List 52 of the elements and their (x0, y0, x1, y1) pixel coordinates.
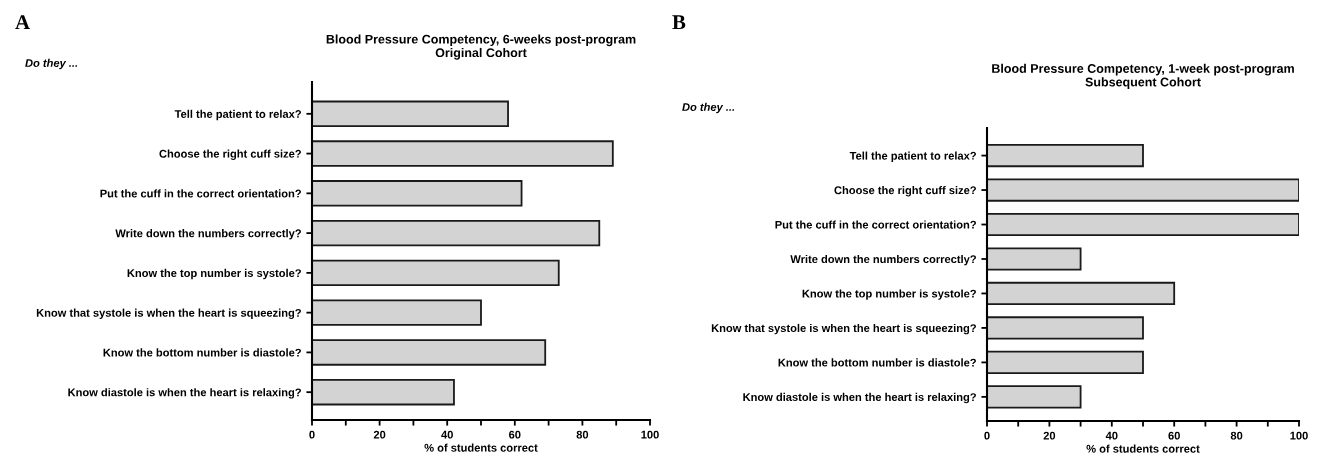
bar (987, 212, 1299, 237)
text: Do they ... (682, 102, 735, 114)
x-axis-title: % of students correct (1086, 444, 1200, 453)
bar (987, 350, 1144, 374)
x-tick-label: 80 (576, 430, 589, 439)
text: B (672, 15, 686, 30)
y-tick-label: Write down the numbers correctly? (790, 254, 976, 266)
y-tick-label: Choose the right cuff size? (159, 149, 301, 160)
bar (987, 247, 1082, 271)
chart-title: Blood Pressure Competency, 1-week post-program Subsequent Cohort (992, 63, 1294, 89)
bar (312, 100, 509, 128)
x-tick-label: 100 (1290, 431, 1308, 440)
y-tick-label: Know that systole is when the heart is squeezing? (711, 323, 976, 335)
x-tick-label: 40 (1105, 431, 1118, 440)
x-tick-label: 60 (1168, 431, 1180, 440)
bar (987, 316, 1144, 340)
text: Do they ... (25, 58, 78, 70)
text: A (15, 15, 30, 30)
y-tick-label: Choose the right cuff size? (834, 186, 976, 197)
x-tick-label: 60 (509, 430, 521, 439)
y-tick-label: Know diastole is when the heart is relaxing? (68, 388, 301, 399)
bar (312, 259, 560, 287)
bar (987, 143, 1144, 168)
chart-title: Blood Pressure Competency, 6-weeks post-program Original Cohort (326, 34, 636, 60)
bar (312, 339, 547, 366)
y-tick-label: Know the bottom number is diastole? (103, 348, 301, 357)
bar (312, 299, 482, 326)
y-tick-label: Know diastole is when the heart is relaxing? (743, 392, 976, 404)
x-tick-label: 0 (984, 431, 990, 440)
bar (987, 385, 1082, 409)
y-tick-label: Know that systole is when the heart is squeezing? (36, 308, 301, 320)
bar (312, 219, 601, 247)
y-tick-label: Write down the numbers correctly? (115, 229, 301, 240)
bar (312, 378, 455, 406)
bar (312, 140, 614, 167)
y-tick-label: Put the cuff in the correct orientation? (100, 189, 301, 198)
bar (312, 180, 523, 207)
bar (987, 178, 1299, 202)
x-tick-label: 20 (373, 430, 386, 439)
y-tick-label: Know the top number is systole? (802, 289, 976, 300)
x-tick-label: 40 (441, 430, 453, 439)
y-tick-label: Know the bottom number is diastole? (778, 358, 976, 367)
x-tick-label: 80 (1230, 431, 1243, 440)
y-tick-label: Know the top number is systole? (127, 268, 301, 280)
x-tick-label: 20 (1043, 431, 1056, 440)
bar (987, 281, 1176, 306)
y-tick-label: Tell the patient to relax? (174, 109, 301, 121)
y-tick-label: Tell the patient to relax? (849, 151, 976, 162)
x-tick-label: 100 (641, 430, 659, 439)
x-axis-title: % of students correct (424, 443, 538, 452)
y-tick-label: Put the cuff in the correct orientation? (775, 220, 976, 229)
x-tick-label: 0 (309, 430, 315, 439)
